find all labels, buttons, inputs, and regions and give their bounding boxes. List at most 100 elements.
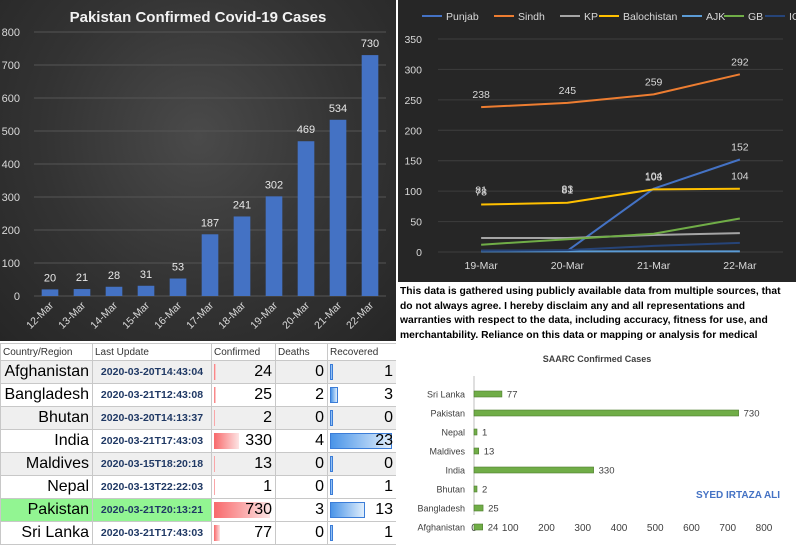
- confirmed-cell: 1: [211, 475, 276, 499]
- data-label: 187: [201, 217, 219, 229]
- author-annotation: SYED IRTAZA ALI: [696, 490, 780, 501]
- recovered-cell: 1: [327, 521, 396, 545]
- y-tick-label: Afghanistan: [417, 523, 465, 533]
- column-header: Confirmed: [211, 343, 276, 361]
- x-tick-label: 16-Mar: [152, 299, 184, 331]
- x-tick-label: 20-Mar: [280, 299, 312, 331]
- legend-label: GB: [748, 11, 763, 23]
- table-row: Bhutan 2020-03-20T14:13:37 2 0 0: [0, 406, 396, 430]
- bar: [473, 447, 480, 455]
- legend-label: AJK: [706, 11, 725, 23]
- country-cell: Maldives: [0, 452, 93, 476]
- recovered-cell-value: 1: [384, 524, 393, 541]
- country-cell: Bhutan: [0, 406, 93, 430]
- table-header-row: Country/Region Last Update Confirmed Deaths…: [0, 343, 396, 361]
- x-tick-label: 12-Mar: [24, 299, 56, 331]
- data-label: 245: [559, 85, 577, 97]
- country-cell: Pakistan: [0, 498, 93, 522]
- data-label: 241: [233, 199, 251, 211]
- province-line-chart: 0 50 100 150 200 250 300 350 19-Mar 20-Mar 21-Mar 2…: [404, 11, 796, 272]
- chart-title: SAARC Confirmed Cases: [543, 354, 652, 364]
- last-update-cell-value: 2020-03-13T22:22:03: [100, 481, 204, 493]
- deaths-cell-value: 4: [315, 432, 324, 449]
- data-label: 77: [507, 390, 518, 401]
- data-label: 292: [731, 56, 749, 68]
- last-update-cell: 2020-03-20T14:13:37: [92, 406, 212, 430]
- deaths-cell-value: 0: [315, 455, 324, 472]
- y-tick-label: Nepal: [441, 428, 465, 438]
- y-tick-label: 150: [404, 156, 422, 168]
- legend-label: Balochistan: [623, 11, 677, 23]
- confirmed-cell-value: 2: [263, 409, 272, 426]
- data-label: 13: [484, 447, 495, 458]
- confirmed-data-bar: [214, 456, 215, 472]
- data-label: 104: [731, 171, 749, 183]
- y-tick-label: 400: [2, 159, 20, 171]
- series-line: [481, 73, 741, 109]
- data-label: 25: [488, 504, 499, 515]
- recovered-cell-value: 3: [384, 386, 393, 403]
- data-label: 28: [108, 270, 120, 282]
- last-update-cell: 2020-03-15T18:20:18: [92, 452, 212, 476]
- y-tick-label: 350: [404, 34, 422, 46]
- table-row: Afghanistan 2020-03-20T14:43:04 24 0 1: [0, 360, 396, 384]
- confirmed-cell-value: 25: [254, 386, 272, 403]
- recovered-cell: 0: [327, 406, 396, 430]
- y-tick-label: Pakistan: [430, 409, 465, 419]
- recovered-data-bar: [330, 525, 333, 541]
- x-tick-label: 300: [574, 523, 591, 534]
- column-header: Recovered: [327, 343, 396, 361]
- recovered-data-bar: [330, 502, 365, 518]
- confirmed-data-bar: [214, 525, 220, 541]
- recovered-data-bar: [330, 364, 333, 380]
- bar: [137, 285, 155, 296]
- confirmed-cell-value: 330: [245, 432, 272, 449]
- data-label: 53: [172, 262, 184, 274]
- last-update-cell: 2020-03-21T12:43:08: [92, 383, 212, 407]
- recovered-data-bar: [330, 456, 333, 472]
- table-row: Nepal 2020-03-13T22:22:03 1 0 1: [0, 475, 396, 499]
- saarc-hbar-chart: SAARC Confirmed Cases0100200300400500600…: [417, 354, 780, 534]
- data-label: 534: [329, 103, 347, 115]
- bar: [361, 55, 379, 296]
- last-update-cell: 2020-03-21T17:43:03: [92, 521, 212, 545]
- country-cell-value: Sri Lanka: [21, 524, 89, 541]
- data-label: 20: [44, 272, 56, 284]
- x-tick-label: 800: [756, 523, 773, 534]
- country-cell: Sri Lanka: [0, 521, 93, 545]
- saarc-table-panel: Country/Region Last Update Confirmed Deaths…: [0, 343, 396, 545]
- recovered-cell: 13: [327, 498, 396, 522]
- y-tick-label: 300: [404, 64, 422, 76]
- deaths-cell: 2: [275, 383, 328, 407]
- confirmed-cell: 25: [211, 383, 276, 407]
- bar: [265, 196, 283, 296]
- deaths-cell: 0: [275, 452, 328, 476]
- x-tick-label: 21-Mar: [637, 260, 671, 272]
- y-tick-label: Maldives: [429, 447, 465, 457]
- series-line: [481, 217, 741, 246]
- bar: [201, 234, 219, 296]
- y-tick-label: 200: [2, 225, 20, 237]
- data-label: 104: [645, 171, 663, 183]
- x-tick-label: 20-Mar: [551, 260, 585, 272]
- x-tick-label: 200: [538, 523, 555, 534]
- deaths-cell-value: 0: [315, 409, 324, 426]
- y-tick-label: 500: [2, 126, 20, 138]
- bar: [169, 278, 187, 296]
- recovered-cell: 23: [327, 429, 396, 453]
- y-tick-label: Sri Lanka: [427, 390, 465, 400]
- legend-label: KP: [584, 11, 598, 23]
- country-cell-value: Pakistan: [27, 501, 89, 518]
- recovered-data-bar: [330, 410, 333, 426]
- y-tick-label: 50: [410, 217, 422, 229]
- data-label: 238: [472, 89, 490, 101]
- x-tick-label: 22-Mar: [723, 260, 757, 272]
- recovered-cell: 1: [327, 360, 396, 384]
- data-label: 302: [265, 179, 283, 191]
- data-label: 81: [562, 185, 574, 197]
- confirmed-cell-value: 730: [245, 501, 272, 518]
- data-label: 330: [599, 466, 615, 477]
- recovered-data-bar: [330, 479, 333, 495]
- legend-label: ICT: [789, 11, 796, 23]
- confirmed-data-bar: [214, 502, 270, 518]
